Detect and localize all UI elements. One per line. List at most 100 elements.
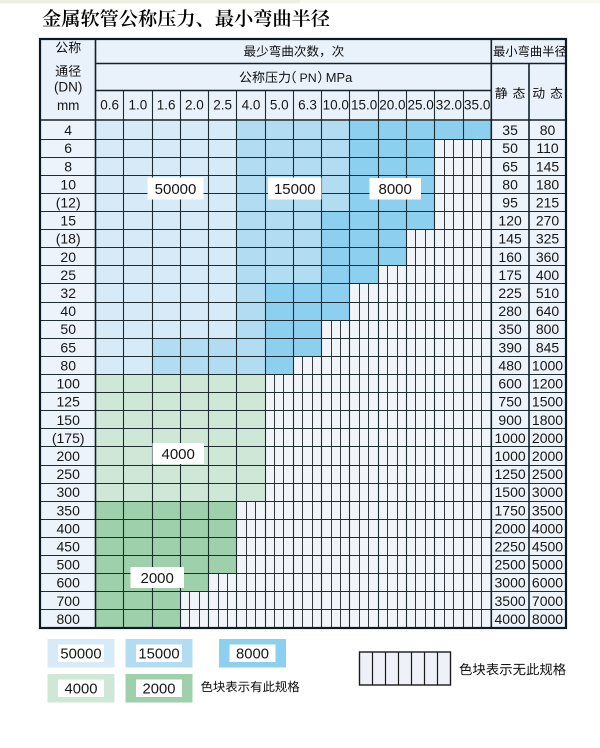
svg-text:120: 120: [498, 213, 522, 229]
svg-text:1000: 1000: [495, 448, 526, 464]
svg-text:1.0: 1.0: [129, 98, 148, 113]
svg-text:2500: 2500: [495, 557, 526, 573]
svg-text:300: 300: [57, 484, 81, 500]
svg-text:845: 845: [536, 339, 560, 355]
svg-text:325: 325: [536, 231, 560, 247]
svg-text:2000: 2000: [532, 448, 563, 464]
svg-text:8000: 8000: [379, 181, 412, 198]
svg-text:15000: 15000: [138, 647, 179, 663]
svg-text:6: 6: [64, 140, 72, 156]
svg-text:510: 510: [536, 285, 560, 301]
svg-text:150: 150: [57, 412, 81, 428]
svg-text:6.3: 6.3: [298, 98, 317, 113]
svg-text:20.0: 20.0: [379, 98, 405, 113]
svg-text:15000: 15000: [274, 181, 316, 198]
svg-text:5.0: 5.0: [270, 98, 289, 113]
svg-text:(175): (175): [52, 430, 85, 446]
svg-text:800: 800: [536, 321, 560, 337]
svg-text:1800: 1800: [532, 412, 563, 428]
svg-text:750: 750: [498, 394, 522, 410]
svg-text:500: 500: [57, 557, 81, 573]
svg-text:400: 400: [57, 520, 81, 536]
svg-text:4000: 4000: [162, 446, 195, 463]
svg-text:100: 100: [57, 376, 81, 392]
svg-text:1250: 1250: [495, 466, 526, 482]
svg-text:1000: 1000: [495, 430, 526, 446]
svg-text:1200: 1200: [532, 376, 563, 392]
svg-text:65: 65: [60, 339, 76, 355]
svg-text:35.0: 35.0: [464, 98, 490, 113]
svg-text:4: 4: [64, 122, 72, 138]
svg-text:2000: 2000: [532, 430, 563, 446]
svg-text:95: 95: [502, 195, 518, 211]
svg-text:350: 350: [498, 321, 522, 337]
svg-text:32: 32: [60, 285, 76, 301]
svg-text:mm: mm: [57, 98, 80, 113]
svg-text:2000: 2000: [143, 682, 176, 698]
svg-text:MPa: MPa: [326, 70, 353, 85]
svg-text:2000: 2000: [495, 520, 526, 536]
svg-text:125: 125: [57, 394, 81, 410]
svg-text:20: 20: [60, 249, 76, 265]
svg-text:145: 145: [536, 158, 560, 174]
svg-text:4000: 4000: [532, 520, 563, 536]
svg-text:145: 145: [498, 231, 522, 247]
svg-text:2500: 2500: [532, 466, 563, 482]
svg-text:200: 200: [57, 448, 81, 464]
svg-text:800: 800: [57, 611, 81, 627]
svg-text:PN: PN: [300, 71, 317, 85]
svg-text:4500: 4500: [532, 539, 563, 555]
svg-text:7000: 7000: [532, 593, 563, 609]
svg-text:50: 50: [60, 321, 76, 337]
svg-text:32.0: 32.0: [436, 98, 462, 113]
svg-text:2.5: 2.5: [213, 98, 232, 113]
svg-text:1750: 1750: [495, 502, 526, 518]
svg-text:360: 360: [536, 249, 560, 265]
svg-text:3000: 3000: [532, 484, 563, 500]
svg-text:250: 250: [57, 466, 81, 482]
svg-text:110: 110: [536, 140, 559, 156]
svg-text:390: 390: [498, 339, 522, 355]
svg-text:50000: 50000: [155, 181, 197, 198]
svg-text:160: 160: [498, 249, 522, 265]
svg-text:2250: 2250: [495, 539, 526, 555]
svg-text:3000: 3000: [495, 575, 526, 591]
svg-text:35: 35: [502, 122, 518, 138]
svg-text:40: 40: [60, 303, 76, 319]
svg-text:4000: 4000: [65, 682, 98, 698]
svg-text:(18): (18): [56, 231, 81, 247]
svg-text:50: 50: [502, 140, 518, 156]
svg-text:3500: 3500: [532, 502, 563, 518]
svg-text:0.6: 0.6: [100, 98, 119, 113]
svg-text:2.0: 2.0: [185, 98, 204, 113]
svg-text:80: 80: [502, 176, 518, 192]
svg-text:3500: 3500: [495, 593, 526, 609]
svg-text:(12): (12): [56, 195, 81, 211]
svg-text:25: 25: [60, 267, 76, 283]
svg-text:1000: 1000: [532, 357, 563, 373]
svg-text:450: 450: [57, 539, 81, 555]
svg-text:65: 65: [502, 158, 518, 174]
svg-text:280: 280: [498, 303, 522, 319]
svg-text:15.0: 15.0: [351, 98, 377, 113]
svg-text:2000: 2000: [141, 570, 174, 587]
svg-text:10.0: 10.0: [323, 98, 349, 113]
svg-text:50000: 50000: [60, 647, 101, 663]
svg-text:15: 15: [60, 213, 76, 229]
svg-text:600: 600: [57, 575, 81, 591]
svg-text:8: 8: [64, 158, 72, 174]
svg-text:215: 215: [536, 195, 560, 211]
svg-text:6000: 6000: [532, 575, 563, 591]
svg-text:25.0: 25.0: [407, 98, 433, 113]
svg-text:4.0: 4.0: [242, 98, 261, 113]
svg-text:1500: 1500: [495, 484, 526, 500]
svg-text:600: 600: [498, 376, 522, 392]
svg-text:480: 480: [498, 357, 522, 373]
svg-text:10: 10: [60, 176, 76, 192]
svg-text:1.6: 1.6: [157, 98, 176, 113]
svg-text:900: 900: [498, 412, 522, 428]
svg-text:(DN): (DN): [54, 80, 83, 95]
svg-text:8000: 8000: [236, 647, 269, 663]
svg-text:4000: 4000: [495, 611, 526, 627]
svg-text:80: 80: [540, 122, 556, 138]
